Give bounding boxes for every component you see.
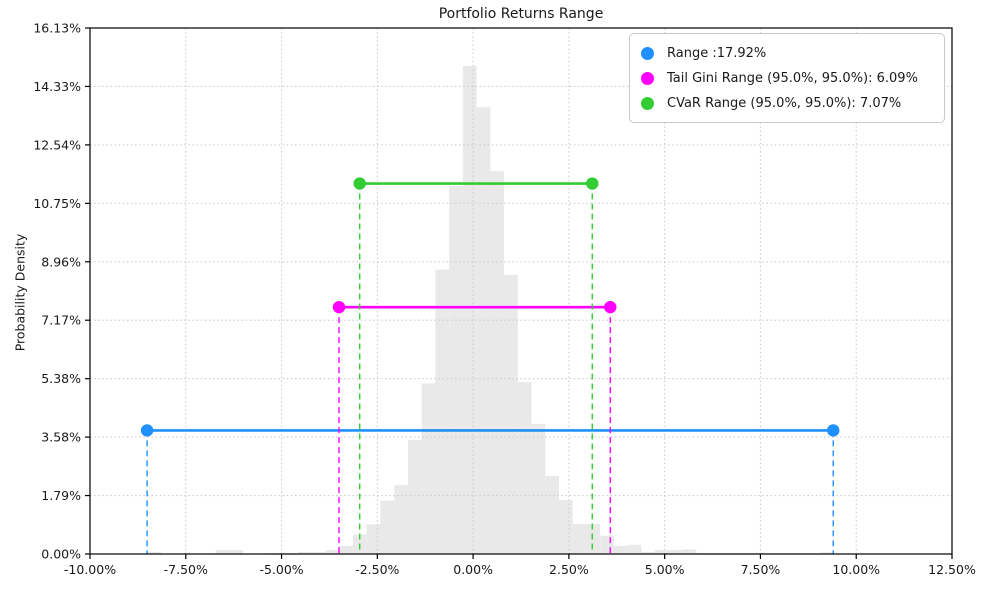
histogram-bar [627,544,642,554]
histogram-bar [394,485,408,554]
x-tick-label: 7.50% [741,562,781,577]
histogram-bar [380,500,395,554]
histogram-bar [655,550,669,554]
histogram-bar [435,269,450,554]
plot-border [89,27,953,555]
histogram-bar [298,552,312,554]
cvar-marker-icon [641,97,654,110]
histogram-bar [819,552,834,554]
y-tick-label: 7.17% [41,313,81,328]
x-tick-label: 12.50% [928,562,976,577]
y-tick-label: 14.33% [33,79,81,94]
histogram-bar [407,439,422,554]
histogram-bar [504,274,518,554]
histogram-bar [449,185,463,554]
y-tick-label: 0.00% [41,547,81,562]
y-tick-label: 5.38% [41,371,81,386]
range-endpoint-marker [827,424,840,437]
range-line-group [140,424,840,554]
histogram-bar [147,552,161,554]
histogram-bar [572,524,587,554]
x-tick-label: -7.50% [164,562,208,577]
cvar-range-endpoint-marker [586,177,599,190]
tail-gini-range-line-group [332,300,617,554]
histogram-bar [517,382,532,554]
x-tick-label: 2.50% [549,562,589,577]
y-tick-label: 8.96% [41,254,81,269]
tail-gini-marker-icon [641,72,654,85]
legend-item-tail-gini: Tail Gini Range (95.0%, 95.0%): 6.09% [630,66,944,91]
histogram-bar [311,552,326,554]
x-tick-label: 0.00% [453,562,493,577]
histogram-bar [545,476,559,554]
histogram-bar [325,550,340,554]
x-tick-label: -2.50% [355,562,399,577]
histogram-bar [215,550,230,554]
histogram-bar [462,65,477,554]
histogram-bar [421,383,436,554]
histogram-bar [339,545,354,554]
x-tick-label: -5.00% [259,562,303,577]
legend-label-range: Range :17.92% [667,46,767,61]
legend-item-range: Range :17.92% [630,41,944,66]
y-tick-label: 10.75% [33,196,81,211]
cvar-range-endpoint-marker [353,177,366,190]
legend-label-tail-gini: Tail Gini Range (95.0%, 95.0%): 6.09% [667,71,918,86]
y-tick-label: 3.58% [41,430,81,445]
histogram-bar [476,107,491,555]
histogram-bar [682,549,697,554]
legend: Range :17.92% Tail Gini Range (95.0%, 95… [629,33,945,123]
histogram-bar [490,171,505,554]
histogram-bar [531,423,546,554]
chart-title: Portfolio Returns Range [438,6,604,22]
x-tick-label: 10.00% [832,562,880,577]
histogram-bar [668,550,683,554]
x-tick-label: -10.00% [64,562,116,577]
histogram-bar [641,552,656,554]
histogram-bar [586,524,601,554]
histogram-bar [559,499,573,554]
range-marker-icon [641,47,654,60]
cvar-range-line-group [353,177,599,554]
histogram-bar [366,524,381,554]
histogram-bar [613,545,628,554]
tail-gini-range-endpoint-marker [604,300,617,314]
y-tick-label: 12.54% [33,137,81,152]
histogram-bar [600,535,614,554]
tail-gini-range-endpoint-marker [332,300,346,314]
range-endpoint-marker [140,424,154,437]
y-tick-label: 16.13% [33,21,81,36]
y-axis-label: Probability Density [12,233,28,352]
y-tick-label: 1.79% [41,488,81,503]
histogram-bar [229,550,244,554]
legend-item-cvar: CVaR Range (95.0%, 95.0%): 7.07% [630,91,944,116]
legend-label-cvar: CVaR Range (95.0%, 95.0%): 7.07% [667,96,902,111]
x-tick-label: 5.00% [645,562,685,577]
